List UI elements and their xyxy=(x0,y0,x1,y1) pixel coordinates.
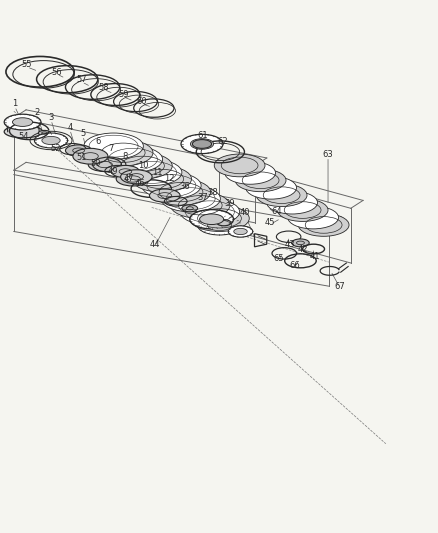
Ellipse shape xyxy=(228,226,252,237)
Text: 57: 57 xyxy=(76,75,87,84)
Ellipse shape xyxy=(287,206,338,229)
Ellipse shape xyxy=(88,158,121,172)
Text: 7: 7 xyxy=(108,144,113,153)
Text: 36: 36 xyxy=(179,182,189,191)
Text: 45: 45 xyxy=(265,218,275,227)
Text: 10: 10 xyxy=(138,161,148,171)
Ellipse shape xyxy=(224,161,275,184)
Ellipse shape xyxy=(266,191,317,214)
Text: 63: 63 xyxy=(322,150,332,159)
Text: 49: 49 xyxy=(107,167,118,175)
Text: 64: 64 xyxy=(270,207,281,216)
Text: 5: 5 xyxy=(80,129,85,138)
Ellipse shape xyxy=(34,133,67,148)
Text: 42: 42 xyxy=(297,245,307,254)
Ellipse shape xyxy=(120,170,152,184)
Ellipse shape xyxy=(116,172,149,186)
Ellipse shape xyxy=(245,176,296,199)
Ellipse shape xyxy=(151,179,210,205)
Ellipse shape xyxy=(73,148,108,164)
Ellipse shape xyxy=(132,166,191,192)
Ellipse shape xyxy=(4,126,42,138)
Ellipse shape xyxy=(181,205,197,212)
Text: 2: 2 xyxy=(34,108,39,117)
Ellipse shape xyxy=(199,214,223,224)
Text: 12: 12 xyxy=(163,174,174,183)
Text: 52: 52 xyxy=(50,144,61,153)
Text: 37: 37 xyxy=(197,193,208,202)
Text: 8: 8 xyxy=(123,152,128,161)
Ellipse shape xyxy=(111,165,139,177)
Ellipse shape xyxy=(192,140,211,148)
Ellipse shape xyxy=(291,239,308,247)
Ellipse shape xyxy=(93,140,152,166)
Ellipse shape xyxy=(122,159,181,185)
Ellipse shape xyxy=(170,192,230,219)
Ellipse shape xyxy=(214,154,265,177)
Ellipse shape xyxy=(190,139,213,149)
Ellipse shape xyxy=(149,189,180,202)
Text: 4: 4 xyxy=(67,123,72,132)
Ellipse shape xyxy=(4,114,41,130)
Text: 60: 60 xyxy=(136,97,147,106)
Text: 59: 59 xyxy=(118,90,128,99)
Ellipse shape xyxy=(103,146,162,172)
Ellipse shape xyxy=(297,214,348,236)
Text: 55: 55 xyxy=(21,60,32,69)
Ellipse shape xyxy=(180,134,223,154)
Text: 58: 58 xyxy=(98,83,109,92)
Ellipse shape xyxy=(38,131,50,136)
Text: 47: 47 xyxy=(123,174,134,183)
Text: 56: 56 xyxy=(51,68,62,77)
Text: 40: 40 xyxy=(239,208,250,217)
Ellipse shape xyxy=(207,220,231,231)
Text: 51: 51 xyxy=(76,152,87,161)
Text: 67: 67 xyxy=(334,282,344,290)
Text: 44: 44 xyxy=(149,240,159,249)
Ellipse shape xyxy=(141,172,201,199)
Ellipse shape xyxy=(277,199,327,221)
Ellipse shape xyxy=(180,199,239,225)
Text: 41: 41 xyxy=(309,252,319,261)
Text: 39: 39 xyxy=(223,199,234,208)
Text: 6: 6 xyxy=(95,137,100,146)
Text: 38: 38 xyxy=(207,188,218,197)
Text: 65: 65 xyxy=(273,254,284,263)
Text: 1: 1 xyxy=(12,99,17,108)
Text: 61: 61 xyxy=(197,131,208,140)
Text: 66: 66 xyxy=(289,261,300,270)
Ellipse shape xyxy=(160,185,220,212)
Text: 3: 3 xyxy=(48,113,53,122)
Ellipse shape xyxy=(12,118,32,126)
Ellipse shape xyxy=(84,133,143,159)
Ellipse shape xyxy=(65,145,92,156)
Text: 62: 62 xyxy=(217,138,228,146)
Text: 11: 11 xyxy=(152,168,162,177)
Text: 50: 50 xyxy=(91,159,101,168)
Text: 43: 43 xyxy=(283,240,294,249)
Ellipse shape xyxy=(189,209,233,229)
Text: 46: 46 xyxy=(134,179,145,188)
Ellipse shape xyxy=(233,228,247,235)
Ellipse shape xyxy=(113,153,172,179)
Ellipse shape xyxy=(256,184,306,207)
Ellipse shape xyxy=(235,169,286,192)
Ellipse shape xyxy=(42,136,60,144)
Ellipse shape xyxy=(197,216,241,235)
Ellipse shape xyxy=(189,205,249,231)
Text: 54: 54 xyxy=(18,133,28,141)
